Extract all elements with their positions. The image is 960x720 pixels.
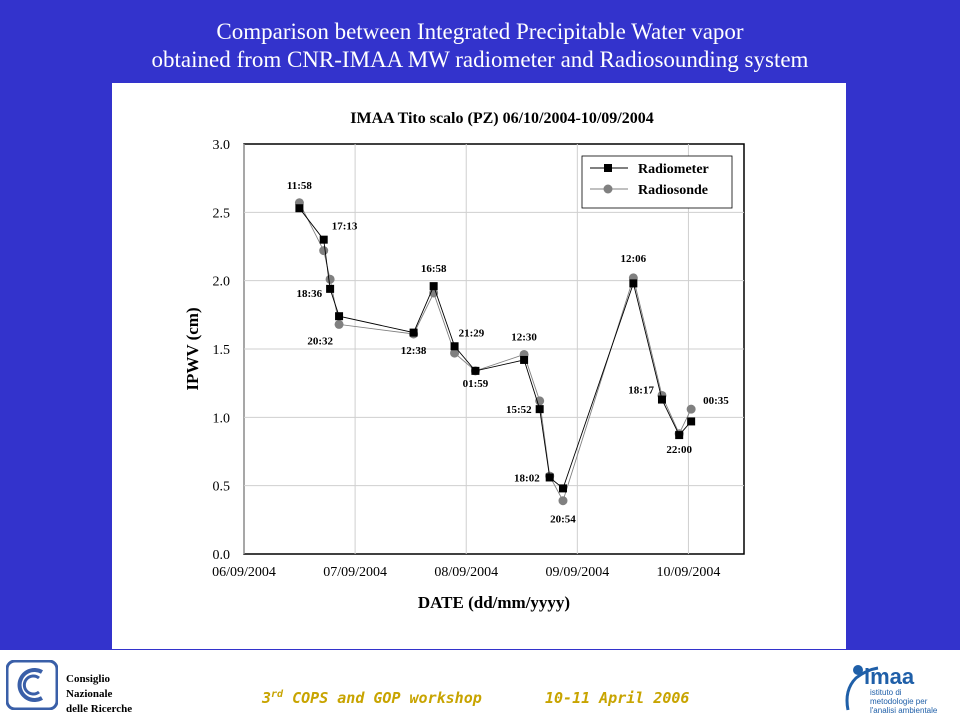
legend: Radiometer Radiosonde	[581, 155, 733, 209]
legend-radiosonde-label: Radiosonde	[638, 183, 708, 198]
x-tick-label: 08/09/2004	[434, 565, 498, 580]
cnr-logo-icon	[6, 660, 58, 710]
time-label: 01:59	[463, 378, 489, 390]
radiosonde-point	[686, 404, 696, 414]
x-tick-label: 09/09/2004	[545, 565, 609, 580]
time-label: 00:35	[703, 395, 729, 407]
time-label: 16:58	[421, 263, 447, 275]
time-labels: 11:58 17:13 18:36 20:32 12:38 16:58 21:29 01:59…	[287, 180, 729, 526]
time-label: 12:30	[511, 331, 537, 343]
chart-panel: IMAA Tito scalo (PZ) 06/10/2004-10/09/20…	[112, 83, 846, 649]
radiosonde-point	[325, 274, 335, 284]
legend-radiometer-label: Radiometer	[638, 162, 709, 177]
y-axis-label: IPWV (cm)	[183, 307, 202, 390]
workshop-text: COPS and GOP workshop 10-11 April 2006	[283, 689, 690, 707]
radiometer-point	[687, 417, 696, 426]
y-tick-label: 0.0	[213, 548, 231, 563]
legend-radiosonde-marker	[603, 184, 613, 194]
time-label: 18:17	[628, 384, 654, 396]
radiometer-line	[299, 207, 692, 490]
series-layer	[294, 198, 696, 506]
y-tick-labels: 0.0 0.5 1.0 1.5 2.0 2.5 3.0	[213, 138, 231, 563]
x-axis-label: DATE (dd/mm/yyyy)	[418, 593, 570, 612]
x-tick-label: 07/09/2004	[323, 565, 387, 580]
time-label: 18:36	[296, 288, 322, 300]
series-radiometer	[295, 204, 696, 493]
radiometer-point	[409, 328, 418, 337]
footer	[0, 650, 960, 720]
radiometer-point	[545, 473, 554, 482]
radiometer-point	[295, 204, 304, 213]
y-tick-label: 0.5	[213, 480, 231, 495]
time-label: 12:38	[401, 345, 427, 357]
time-label: 12:06	[621, 253, 647, 265]
imaa-logo-text-3: l'analisi ambientale	[870, 706, 938, 715]
cnr-name-line-3: delle Ricerche	[66, 703, 133, 715]
radiometer-point	[675, 431, 684, 440]
slide-title-line-1: Comparison between Integrated Precipitab…	[216, 19, 744, 44]
time-label: 20:32	[307, 335, 333, 347]
imaa-logo-text-2: metodologie per	[870, 697, 928, 706]
radiosonde-point	[558, 496, 568, 506]
time-label: 22:00	[666, 444, 692, 456]
radiometer-point	[335, 312, 344, 321]
cnr-name-line-1: Consiglio	[66, 673, 111, 685]
y-tick-label: 3.0	[213, 138, 231, 153]
y-tick-label: 1.0	[213, 411, 231, 426]
time-label: 18:02	[514, 472, 540, 484]
radiometer-point	[471, 366, 480, 375]
x-tick-labels: 06/09/2004 07/09/2004 08/09/2004 09/09/2004…	[212, 565, 720, 580]
time-label: 20:54	[550, 514, 576, 526]
workshop-caption: 3rd COPS and GOP workshop 10-11 April 20…	[262, 689, 689, 707]
radiometer-point	[429, 282, 438, 291]
y-tick-label: 2.0	[213, 275, 231, 290]
radiosonde-point	[319, 246, 329, 256]
cnr-name-line-2: Nazionale	[66, 688, 113, 700]
legend-radiometer-marker	[604, 164, 612, 172]
workshop-ordinal: 3	[262, 689, 272, 707]
radiometer-point	[520, 355, 529, 364]
chart-title: IMAA Tito scalo (PZ) 06/10/2004-10/09/20…	[350, 110, 653, 127]
grid	[243, 144, 744, 554]
radiometer-point	[326, 284, 335, 293]
radiometer-point	[319, 235, 328, 244]
workshop-ordinal-suffix: rd	[271, 689, 284, 700]
radiosonde-point	[450, 348, 460, 358]
slide-title-line-2: obtained from CNR-IMAA MW radiometer and…	[151, 47, 809, 72]
ipwv-chart: IMAA Tito scalo (PZ) 06/10/2004-10/09/20…	[183, 110, 745, 612]
time-label: 21:29	[459, 327, 485, 339]
radiometer-point	[657, 395, 666, 404]
imaa-logo-text-1: istituto di	[870, 688, 902, 697]
time-label: 11:58	[287, 180, 313, 192]
radiosonde-point	[334, 319, 344, 329]
imaa-logo-letters: imaa	[864, 664, 915, 689]
y-tick-label: 1.5	[213, 343, 231, 358]
time-label: 15:52	[506, 404, 532, 416]
y-tick-label: 2.5	[213, 206, 231, 221]
x-tick-label: 06/09/2004	[212, 565, 276, 580]
radiometer-point	[535, 405, 544, 414]
imaa-logo-icon: imaa istituto di metodologie per l'anali…	[845, 664, 938, 715]
radiometer-point	[450, 342, 459, 351]
radiometer-point	[558, 484, 567, 493]
x-tick-label: 10/09/2004	[657, 565, 721, 580]
radiometer-point	[629, 279, 638, 288]
time-label: 17:13	[332, 221, 358, 233]
